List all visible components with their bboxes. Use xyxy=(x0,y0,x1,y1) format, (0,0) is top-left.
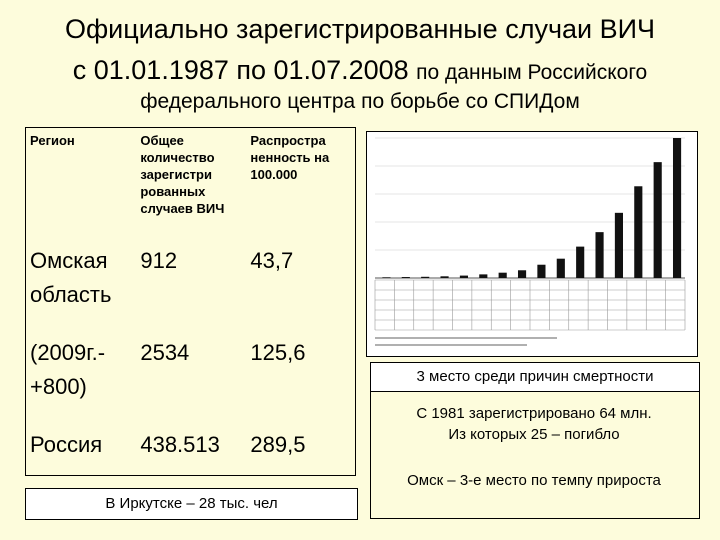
bar xyxy=(653,162,662,278)
table-row: Омская область 912 43,7 xyxy=(26,240,356,332)
bar xyxy=(440,276,449,278)
cell-count: 438.513 xyxy=(140,432,220,458)
bar xyxy=(459,275,468,278)
cell-rate: 43,7 xyxy=(250,248,294,274)
table-header-row: Регион Общее количество зарегистри рован… xyxy=(26,128,356,241)
title-line-1: Официально зарегистрированные случаи ВИЧ xyxy=(64,14,656,44)
bar xyxy=(634,186,643,278)
header-rate: Распростра ненность на 100.000 xyxy=(250,133,330,182)
bar xyxy=(382,277,391,278)
bar xyxy=(576,246,585,278)
bar xyxy=(614,212,623,278)
bar xyxy=(537,264,546,278)
cell-region: (2009г.- +800) xyxy=(30,340,106,400)
global-cases-note: С 1981 зарегистрировано 64 млн. Из котор… xyxy=(370,403,698,445)
bar-chart xyxy=(374,137,686,346)
header-count: Общее количество зарегистри рованных слу… xyxy=(140,133,225,216)
global-cases-line-1: С 1981 зарегистрировано 64 млн. xyxy=(416,405,652,422)
bar xyxy=(556,258,565,278)
hiv-table: Регион Общее количество зарегистри рован… xyxy=(25,127,356,476)
omsk-growth-note: Омск – 3-е место по темпу прироста xyxy=(407,472,661,489)
bar xyxy=(421,276,430,278)
table-row: (2009г.- +800) 2534 125,6 xyxy=(26,332,356,424)
chart-bars xyxy=(382,138,682,278)
title-dates: с 01.01.1987 по 01.07.2008 xyxy=(72,55,417,85)
title-line-3: федерального центра по борьбе со СПИДом xyxy=(140,90,580,113)
title-line-2: с 01.01.1987 по 01.07.2008 по данным Рос… xyxy=(0,55,720,86)
irkutsk-note: В Иркутске – 28 тыс. чел xyxy=(25,488,358,520)
cell-region: Россия xyxy=(30,432,103,458)
bar xyxy=(517,270,527,278)
bar xyxy=(401,277,410,278)
chart-image xyxy=(366,131,698,357)
cell-rate: 125,6 xyxy=(250,340,306,366)
cell-region: Омская область xyxy=(30,248,112,308)
cell-count: 2534 xyxy=(140,340,190,366)
bar xyxy=(672,138,682,278)
mortality-rank-note: 3 место среди причин смертности xyxy=(370,362,700,392)
chart-data-table xyxy=(374,279,686,346)
bar xyxy=(595,232,604,278)
title-source: по данным Российского xyxy=(416,61,648,84)
bar xyxy=(479,274,488,278)
bar xyxy=(498,272,507,278)
cell-rate: 289,5 xyxy=(250,432,306,458)
global-cases-line-2: Из которых 25 – погибло xyxy=(448,426,620,443)
table-row: Россия 438.513 289,5 xyxy=(26,424,356,475)
cell-count: 912 xyxy=(140,248,178,274)
header-region: Регион xyxy=(30,133,75,148)
